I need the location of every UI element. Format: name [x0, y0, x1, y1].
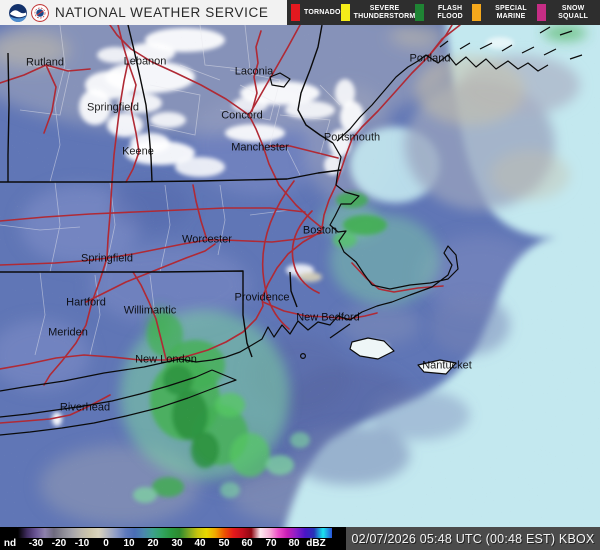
warning-label: FLASH FLOOD — [437, 4, 463, 20]
warning-color-swatch — [537, 4, 547, 21]
dbz-tick: dBZ — [306, 538, 326, 549]
dbz-colorbar — [0, 528, 332, 538]
warning-color-swatch — [291, 4, 300, 21]
dbz-tick: -30 — [28, 538, 44, 549]
warning-color-swatch — [471, 4, 481, 21]
dbz-tick: 50 — [218, 538, 230, 549]
warning-color-swatch — [415, 4, 425, 21]
dbz-tick-labels: nd -30 -20 -10 0 10 20 30 40 50 60 70 80 dBZ — [0, 538, 345, 550]
dbz-tick: 80 — [288, 538, 300, 549]
nws-logo-icon[interactable] — [31, 3, 49, 22]
timestamp-text: 02/07/2026 05:48 UTC (00:48 EST) KBOX — [351, 531, 595, 546]
warning-legend-item: SEVERE THUNDERSTORM — [340, 4, 416, 21]
warning-color-swatch — [340, 4, 350, 21]
warning-legend-item: SPECIAL MARINE — [471, 4, 538, 21]
dbz-tick: -20 — [51, 538, 67, 549]
dbz-tick: 60 — [241, 538, 253, 549]
page-title: NATIONAL WEATHER SERVICE — [55, 5, 269, 20]
dbz-tick: 40 — [194, 538, 206, 549]
dbz-tick: 30 — [171, 538, 183, 549]
dbz-tick: nd — [3, 538, 17, 549]
radar-canvas — [0, 25, 600, 527]
highways — [0, 25, 461, 424]
coastlines — [0, 26, 583, 436]
brand — [0, 3, 49, 22]
dbz-tick: -10 — [74, 538, 90, 549]
header-bar: NATIONAL WEATHER SERVICE TORNADO SEVERE T… — [0, 0, 600, 25]
warning-label: TORNADO — [304, 8, 341, 16]
warning-label: SPECIAL MARINE — [495, 4, 527, 20]
dbz-tick: 20 — [147, 538, 159, 549]
warning-label: SEVERE THUNDERSTORM — [353, 4, 416, 20]
warning-label: SNOW SQUALL — [558, 4, 589, 20]
timestamp-box: 02/07/2026 05:48 UTC (00:48 EST) KBOX — [346, 527, 600, 550]
warning-legend-item: TORNADO — [291, 4, 341, 21]
dbz-tick: 10 — [123, 538, 135, 549]
radar-speckle-dark — [0, 25, 600, 527]
radar-map[interactable]: Rutland Lebanon Laconia Springfield Concord K… — [0, 25, 600, 527]
dbz-tick: 0 — [103, 538, 109, 549]
dbz-tick: 70 — [265, 538, 277, 549]
warning-legend: TORNADO SEVERE THUNDERSTORM FLASH FLOOD SPE… — [287, 0, 600, 25]
scale-bar: nd -30 -20 -10 0 10 20 30 40 50 60 70 80 dBZ 02/07/20… — [0, 527, 600, 550]
state-borders — [0, 25, 342, 358]
warning-legend-item: SNOW SQUALL — [537, 4, 596, 21]
warning-legend-item: FLASH FLOOD — [415, 4, 471, 21]
noaa-logo-icon[interactable] — [9, 3, 27, 22]
